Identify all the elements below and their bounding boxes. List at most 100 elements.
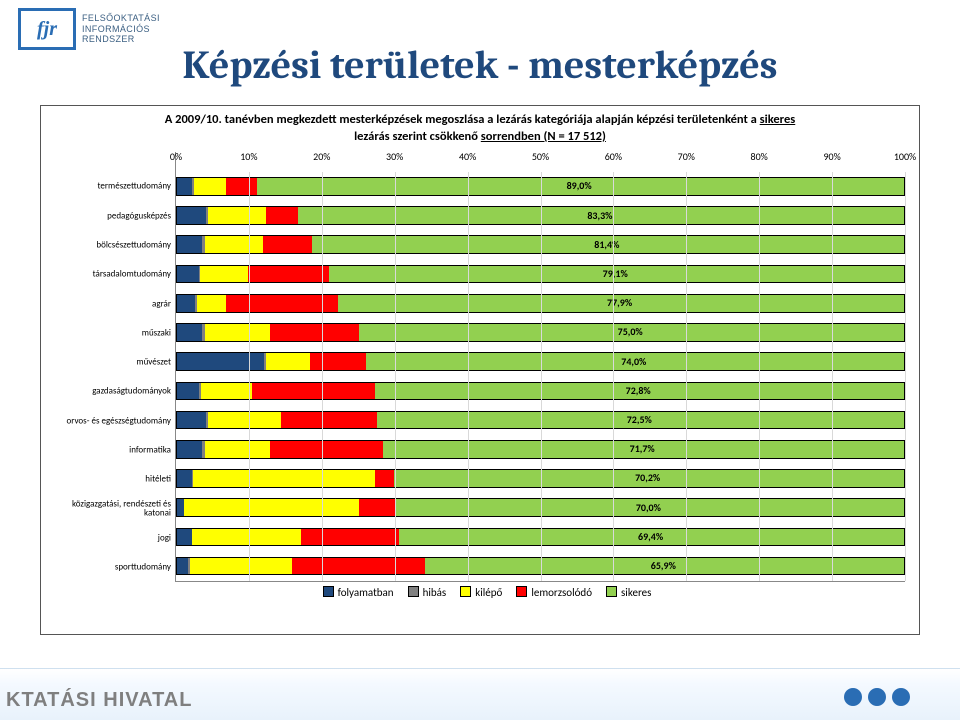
- gridline: [613, 172, 614, 581]
- x-tick: 50%: [532, 152, 549, 162]
- logo-abbr: fjr: [37, 19, 57, 39]
- bar-segment-folyamatban: [177, 324, 202, 341]
- bar-segment-lemorzsolódó: [226, 178, 257, 195]
- bar-value-label: 89,0%: [567, 181, 592, 191]
- category-label: művészet: [55, 357, 171, 366]
- gridline: [541, 172, 542, 581]
- legend-label: kilépő: [475, 586, 502, 599]
- category-label: orvos- és egészségtudomány: [55, 416, 171, 425]
- footer-strip: KTATÁSI HIVATAL: [0, 668, 960, 720]
- bar-value-label: 65,9%: [651, 561, 676, 571]
- bar-value-label: 72,5%: [627, 415, 652, 425]
- bar-segment-lemorzsolódó: [292, 558, 425, 575]
- y-axis-labels: természettudománypedagógusképzésbölcsész…: [55, 172, 175, 582]
- chart-title: A 2009/10. tanévben megkezdett mesterkép…: [55, 112, 905, 146]
- bar-segment-kilépő: [200, 266, 247, 283]
- bar-segment-kilépő: [197, 295, 226, 312]
- gridline: [905, 172, 906, 581]
- x-axis: 0%10%20%30%40%50%60%70%80%90%100%: [176, 152, 905, 172]
- bar-segment-folyamatban: [177, 441, 202, 458]
- bar-segment-kilépő: [205, 324, 270, 341]
- legend-swatch: [408, 586, 419, 597]
- bar-segment-lemorzsolódó: [281, 412, 377, 429]
- bar-value-label: 83,3%: [587, 211, 612, 221]
- bar-segment-folyamatban: [177, 295, 195, 312]
- x-tick: 40%: [459, 152, 476, 162]
- chart-plot: természettudománypedagógusképzésbölcsész…: [55, 152, 905, 582]
- gridline: [395, 172, 396, 581]
- footer-dot: [892, 688, 910, 706]
- category-label: hitéleti: [55, 475, 171, 484]
- bar-segment-folyamatban: [177, 412, 206, 429]
- legend-label: sikeres: [621, 586, 651, 599]
- category-label: műszaki: [55, 328, 171, 337]
- x-tick: 20%: [313, 152, 330, 162]
- bar-value-label: 81,4%: [594, 240, 619, 250]
- logo-subtitle: FELSŐOKTATÁSI INFORMÁCIÓS RENDSZER: [82, 13, 160, 44]
- bar-segment-kilépő: [205, 236, 263, 253]
- legend-swatch: [460, 586, 471, 597]
- category-label: bölcsészettudomány: [55, 240, 171, 249]
- x-tick: 60%: [605, 152, 622, 162]
- x-tick: 100%: [894, 152, 916, 162]
- chart-title-prefix: A 2009/10. tanévben megkezdett mesterkép…: [165, 112, 760, 127]
- bar-segment-lemorzsolódó: [263, 236, 312, 253]
- bar-segment-lemorzsolódó: [252, 383, 375, 400]
- bar-value-label: 69,4%: [638, 532, 663, 542]
- chart-panel: A 2009/10. tanévben megkezdett mesterkép…: [40, 105, 920, 635]
- chart-title-underline-1: sikeres: [760, 112, 796, 127]
- gridline: [832, 172, 833, 581]
- legend-label: lemorzsolódó: [531, 586, 592, 599]
- bar-segment-lemorzsolódó: [375, 470, 394, 487]
- bar-segment-lemorzsolódó: [310, 353, 366, 370]
- bar-segment-folyamatban: [177, 266, 199, 283]
- logo-mark: fjr: [18, 8, 76, 50]
- bar-segment-kilépő: [192, 529, 301, 546]
- bar-value-label: 70,0%: [636, 503, 661, 513]
- bar-value-label: 79,1%: [603, 269, 628, 279]
- category-label: gazdaságtudományok: [55, 387, 171, 396]
- footer-dot: [844, 688, 862, 706]
- bar-value-label: 71,7%: [630, 444, 655, 454]
- chart-title-mid: lezárás szerint csökkenő: [354, 129, 481, 144]
- bar-segment-kilépő: [184, 499, 358, 516]
- bar-value-label: 72,8%: [626, 386, 651, 396]
- bar-value-label: 77,9%: [607, 298, 632, 308]
- gridline: [468, 172, 469, 581]
- bar-segment-folyamatban: [177, 499, 184, 516]
- gridline: [686, 172, 687, 581]
- bar-segment-folyamatban: [177, 383, 199, 400]
- legend-swatch: [606, 586, 617, 597]
- category-label: természettudomány: [55, 182, 171, 191]
- bar-segment-folyamatban: [177, 529, 192, 546]
- bar-segment-lemorzsolódó: [359, 499, 395, 516]
- bar-segment-kilépő: [266, 353, 310, 370]
- chart-title-underline-2: sorrendben (N = 17 512): [481, 129, 606, 144]
- category-label: informatika: [55, 445, 171, 454]
- legend-label: folyamatban: [338, 586, 394, 599]
- bar-segment-kilépő: [205, 441, 270, 458]
- x-tick: 90%: [823, 152, 840, 162]
- bar-segment-lemorzsolódó: [266, 207, 298, 224]
- x-tick: 70%: [678, 152, 695, 162]
- bar-segment-folyamatban: [177, 236, 202, 253]
- legend-swatch: [323, 586, 334, 597]
- x-tick: 80%: [751, 152, 768, 162]
- x-tick: 30%: [386, 152, 403, 162]
- bar-segment-folyamatban: [177, 353, 264, 370]
- category-label: sporttudomány: [55, 562, 171, 571]
- category-label: társadalomtudomány: [55, 270, 171, 279]
- page-title: Képzési területek - mesterképzés: [0, 45, 960, 85]
- footer-dot: [868, 688, 886, 706]
- bar-segment-kilépő: [193, 470, 375, 487]
- footer-dots: [844, 688, 946, 706]
- chart-legend: folyamatbanhibáskilépőlemorzsolódósikere…: [55, 586, 905, 598]
- bar-segment-kilépő: [208, 412, 281, 429]
- category-label: közigazgatási, rendészeti és katonai: [55, 499, 171, 518]
- bar-segment-folyamatban: [177, 207, 206, 224]
- bar-value-label: 75,0%: [618, 327, 643, 337]
- bar-segment-folyamatban: [177, 558, 188, 575]
- bar-segment-folyamatban: [177, 178, 192, 195]
- footer-brand: KTATÁSI HIVATAL: [6, 690, 192, 710]
- category-label: agrár: [55, 299, 171, 308]
